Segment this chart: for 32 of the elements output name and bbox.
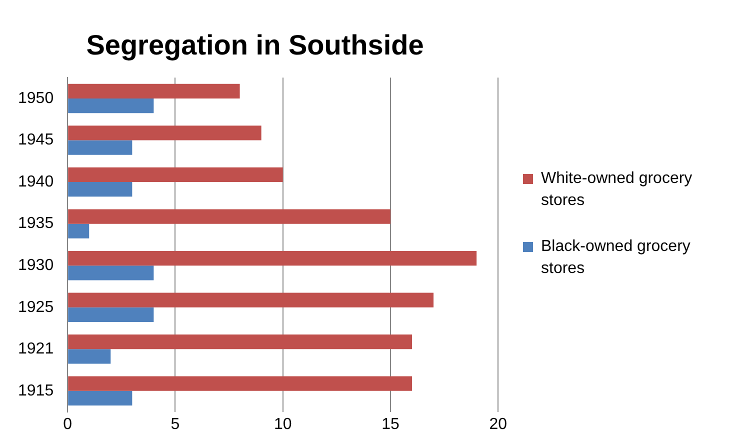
- x-tick-label: 20: [489, 416, 508, 433]
- bar: [68, 349, 111, 364]
- bar: [68, 126, 262, 140]
- bar: [68, 98, 154, 114]
- bar: [68, 390, 132, 406]
- y-tick-label: 1930: [18, 256, 54, 274]
- y-tick-label: 1950: [18, 90, 54, 107]
- bar: [68, 292, 434, 308]
- x-tick-label: 10: [274, 416, 292, 433]
- bar: [68, 209, 390, 224]
- x-tick-label: 5: [170, 416, 180, 433]
- bar: [68, 84, 240, 98]
- bar: [68, 140, 132, 155]
- chart-title: Segregation in Southside: [86, 30, 424, 61]
- legend-label: Black-owned grocery stores: [541, 236, 692, 278]
- x-tick-label: 15: [382, 416, 400, 433]
- bar: [68, 167, 283, 182]
- bar: [68, 307, 154, 322]
- bar: [68, 376, 412, 391]
- bar: [68, 224, 90, 238]
- x-tick-label: 0: [63, 416, 72, 433]
- bar: [68, 266, 154, 280]
- y-tick-label: 1945: [18, 132, 54, 149]
- bar: [68, 250, 477, 266]
- y-tick-label: 1915: [18, 382, 54, 400]
- y-tick-label: 1940: [18, 173, 54, 190]
- bar: [68, 182, 132, 197]
- bar: [68, 334, 412, 350]
- y-tick-label: 1921: [18, 340, 54, 358]
- y-tick-label: 1925: [18, 298, 54, 316]
- legend-label: White-owned grocery stores: [541, 168, 694, 210]
- y-tick-label: 1935: [18, 215, 54, 232]
